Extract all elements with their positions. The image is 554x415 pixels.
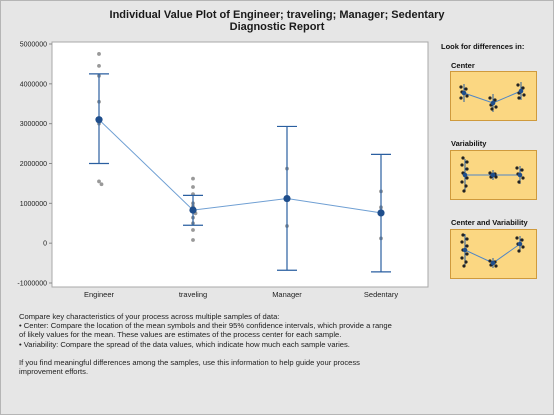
variability-thumbnail xyxy=(450,150,537,200)
y-tick-label: 5000000 xyxy=(20,42,47,49)
y-tick-label: -1000000 xyxy=(17,281,47,288)
center-diagram-icon xyxy=(459,82,526,112)
panel-label-center: Center xyxy=(451,61,475,70)
y-tick-label: 1000000 xyxy=(20,201,47,208)
mean-connector-line xyxy=(98,119,382,214)
panel-label-center-variability: Center and Variability xyxy=(451,218,528,227)
data-point xyxy=(191,238,195,242)
notes-variability-bullet: • Variability: Compare the spread of the… xyxy=(19,339,350,349)
sidebar-heading: Look for differences in: xyxy=(441,42,525,51)
y-axis: -1000000 0 1000000 2000000 3000000 4000000 500… xyxy=(17,42,52,288)
mean-marker xyxy=(189,206,197,214)
mean-marker xyxy=(283,194,291,203)
report-subtitle: Diagnostic Report xyxy=(229,21,325,33)
y-tick-label: 0 xyxy=(43,241,47,248)
plot-area xyxy=(51,41,429,288)
data-point xyxy=(99,182,104,187)
x-tick-label: Engineer xyxy=(84,290,115,299)
mean-marker xyxy=(377,209,385,217)
notes-intro: Compare key characteristics of your proc… xyxy=(19,312,280,321)
center-variability-thumbnail xyxy=(450,229,537,279)
notes-center-bullet: • Center: Compare the location of the me… xyxy=(19,321,392,340)
report-title: Individual Value Plot of Engineer; trave… xyxy=(109,9,445,21)
y-tick-label: 2000000 xyxy=(20,161,47,168)
variability-diagram-icon xyxy=(460,156,525,193)
y-tick-label: 3000000 xyxy=(20,121,47,128)
data-point xyxy=(97,179,101,184)
report-notes: Compare key characteristics of your proc… xyxy=(19,312,399,376)
data-point xyxy=(191,228,195,232)
center-thumbnail xyxy=(450,71,537,121)
data-point xyxy=(97,52,101,56)
x-tick-label: Sedentary xyxy=(364,290,398,299)
notes-closing: If you find meaningful differences among… xyxy=(19,357,360,377)
mean-marker xyxy=(95,116,103,124)
x-tick-label: Manager xyxy=(272,290,302,299)
data-point xyxy=(191,176,195,181)
x-axis: Engineer traveling Manager Sedentary xyxy=(84,290,398,299)
x-tick-label: traveling xyxy=(179,290,207,299)
center-variability-diagram-icon xyxy=(460,233,525,268)
y-tick-label: 4000000 xyxy=(20,81,47,88)
data-point xyxy=(97,64,101,68)
chart-marks xyxy=(89,52,391,273)
panel-label-variability: Variability xyxy=(451,139,487,148)
data-point xyxy=(191,185,195,189)
